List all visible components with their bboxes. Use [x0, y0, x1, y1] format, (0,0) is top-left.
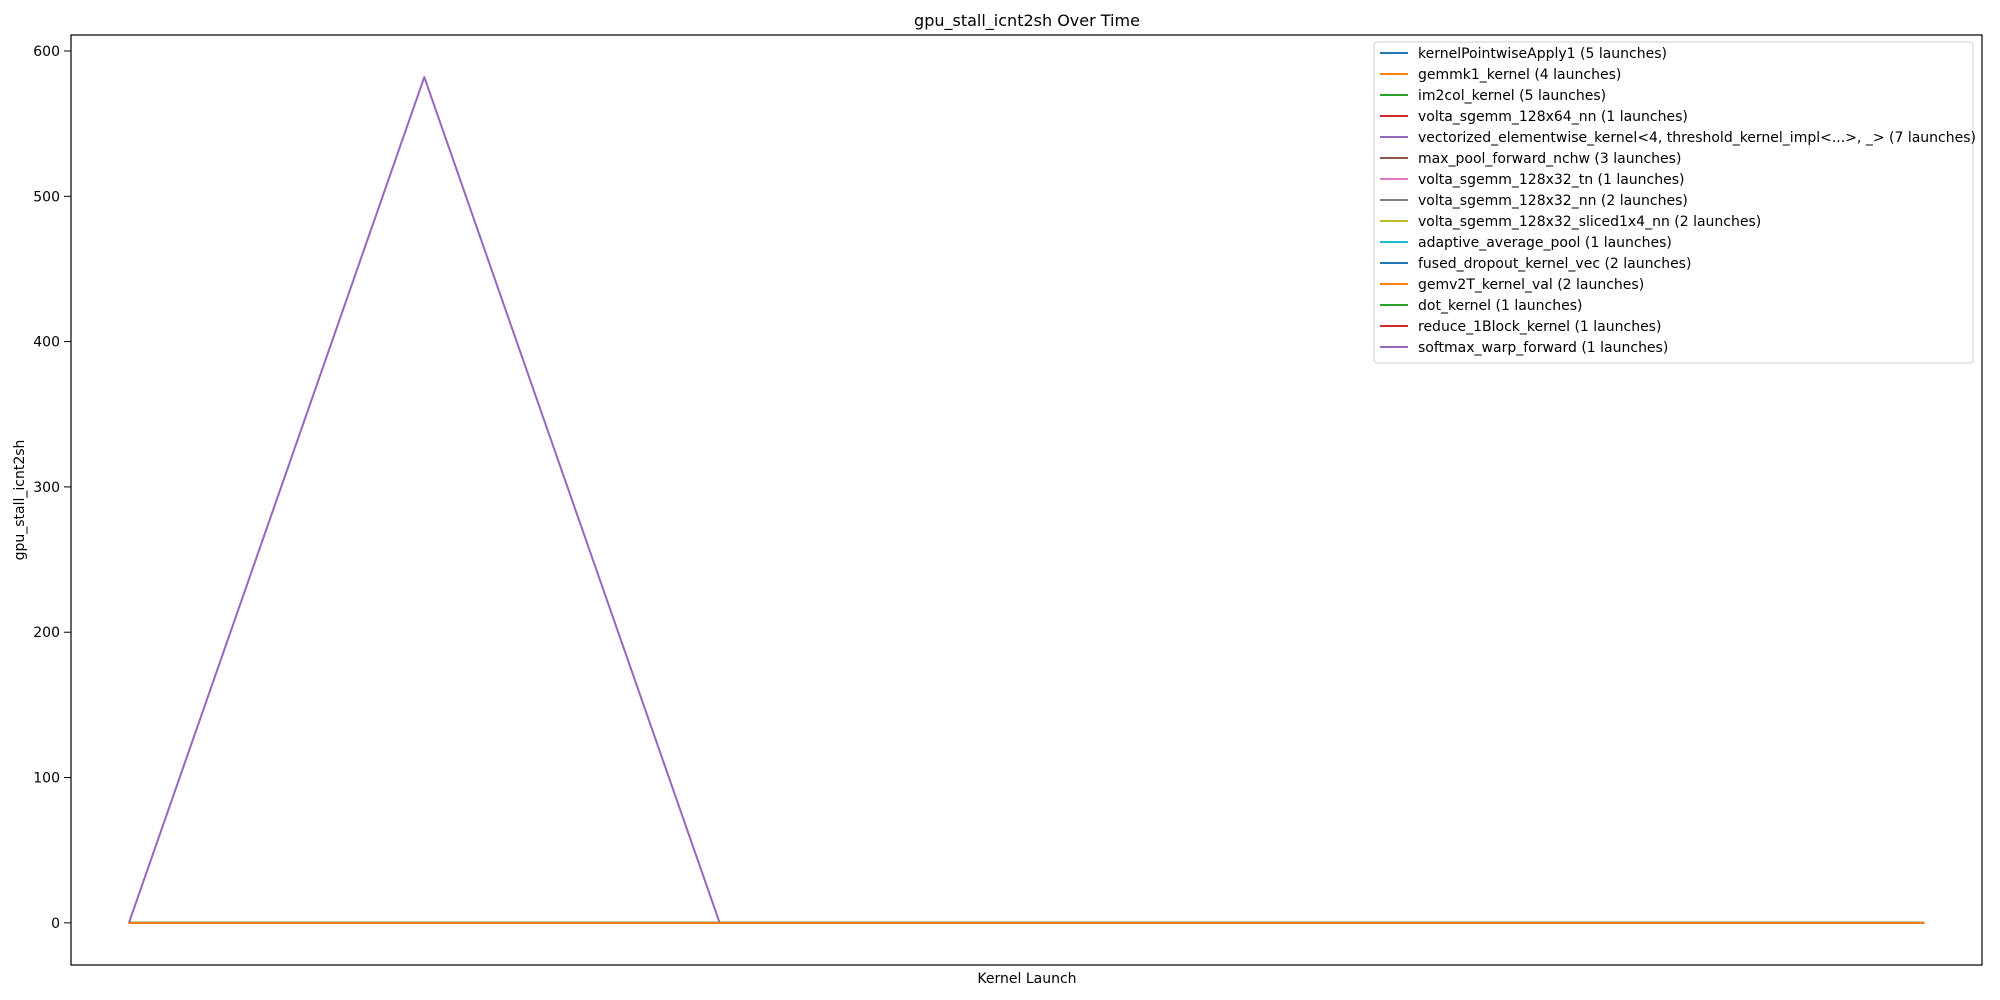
y-tick-label: 0 — [51, 916, 60, 932]
legend-label: softmax_warp_forward (1 launches) — [1418, 340, 1668, 356]
legend-box — [1373, 41, 1974, 364]
legend-label: gemmk1_kernel (4 launches) — [1418, 67, 1621, 83]
legend-label: dot_kernel (1 launches) — [1418, 298, 1582, 314]
legend-label: volta_sgemm_128x32_nn (2 launches) — [1418, 193, 1688, 209]
legend-label: max_pool_forward_nchw (3 launches) — [1418, 151, 1681, 167]
y-tick-label: 200 — [33, 625, 60, 641]
plot-frame — [70, 34, 1983, 966]
legend-label: fused_dropout_kernel_vec (2 launches) — [1418, 256, 1691, 272]
y-tick-label: 300 — [33, 480, 60, 496]
y-tick-label: 100 — [33, 771, 60, 787]
plot-lines — [127, 76, 1925, 924]
chart-title: gpu_stall_icnt2sh Over Time — [914, 11, 1140, 31]
legend-label: im2col_kernel (5 launches) — [1418, 88, 1606, 104]
legend-label: volta_sgemm_128x64_nn (1 launches) — [1418, 109, 1688, 125]
legend-label: gemv2T_kernel_val (2 launches) — [1418, 277, 1644, 293]
legend-label: kernelPointwiseApply1 (5 launches) — [1418, 46, 1667, 62]
legend-label: volta_sgemm_128x32_tn (1 launches) — [1418, 172, 1685, 188]
y-tick-label: 500 — [33, 189, 60, 205]
legend-label: reduce_1Block_kernel (1 launches) — [1418, 319, 1661, 335]
y-axis-label: gpu_stall_icnt2sh — [12, 440, 28, 561]
legend: kernelPointwiseApply1 (5 launches) gemmk1… — [1373, 41, 1976, 364]
y-tick-label: 600 — [33, 44, 60, 60]
legend-label: vectorized_elementwise_kernel<4, thresho… — [1418, 130, 1976, 146]
y-axis-ticks: 0 100 200 300 400 500 600 — [33, 44, 71, 932]
x-axis-label: Kernel Launch — [977, 971, 1076, 987]
legend-label: volta_sgemm_128x32_sliced1x4_nn (2 launc… — [1418, 214, 1761, 230]
y-tick-label: 400 — [33, 335, 60, 351]
legend-label: adaptive_average_pool (1 launches) — [1418, 235, 1672, 251]
